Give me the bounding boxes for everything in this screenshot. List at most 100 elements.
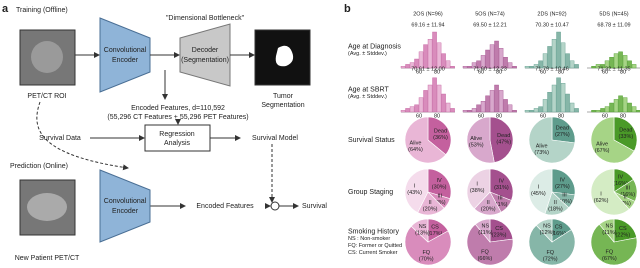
hist-bar <box>604 106 610 113</box>
pie-slice <box>474 218 491 243</box>
encoder <box>99 17 151 93</box>
hist-bar <box>467 109 472 113</box>
hist-bar <box>423 90 428 113</box>
slice-name: I <box>414 183 416 189</box>
slice-label: (18%) <box>548 206 563 212</box>
hist-bar <box>524 109 530 113</box>
group-title: 2DS (N=92) <box>537 11 566 17</box>
hist-bar <box>631 106 637 113</box>
hist-bar <box>595 64 601 69</box>
hist-bar <box>436 42 442 69</box>
hist-bar <box>441 93 446 113</box>
slice-name: FQ <box>481 249 489 255</box>
slice-name: Dead <box>556 125 569 131</box>
slice-label: (36%) <box>433 135 448 141</box>
hist-bar <box>529 109 534 113</box>
group-title: 5OS (N=74) <box>475 11 505 17</box>
hist-bar <box>423 44 428 69</box>
caption: Tumor <box>273 93 294 100</box>
hist-bar <box>538 106 543 113</box>
caption: PET/CT ROI <box>27 93 66 100</box>
hist-bar <box>485 49 490 69</box>
hist-bar <box>547 46 552 69</box>
encoder-label: Convolutional <box>104 198 147 205</box>
slice-label: (7%) <box>619 201 631 207</box>
stat-label: 71.32 ± 11.35 <box>597 66 630 72</box>
regression-label: Analysis <box>164 140 191 147</box>
hist-bar <box>494 40 499 69</box>
roi-tissue <box>31 41 63 73</box>
hist-bar <box>556 31 561 69</box>
hist-bar <box>476 104 481 113</box>
hist-bar <box>441 53 446 69</box>
hist-bar <box>480 55 486 69</box>
hist-bar <box>512 109 517 113</box>
x-tick-label: 60 <box>602 113 608 119</box>
hist-bar <box>533 64 539 69</box>
hist-bar <box>622 97 628 113</box>
slice-label: (67%) <box>602 256 617 262</box>
slice-name: CS <box>555 224 563 230</box>
caption: New Patient PET/CT <box>15 255 80 262</box>
slice-label: (47%) <box>496 140 511 146</box>
pie-slice <box>427 168 452 200</box>
hist-bar <box>591 65 596 69</box>
hist-bar <box>494 84 499 113</box>
slice-label: (53%) <box>469 142 484 148</box>
slice-label: (72%) <box>543 257 558 263</box>
hist-bar <box>432 31 437 69</box>
x-tick-label: 80 <box>434 69 440 75</box>
encoder-label: Encoder <box>112 208 139 215</box>
x-tick-label: 80 <box>620 113 626 119</box>
slice-name: III <box>438 194 443 200</box>
pie-slice <box>489 218 514 243</box>
hist-bar <box>600 64 605 69</box>
slice-name: NS <box>606 223 614 229</box>
hist-bar <box>529 65 534 69</box>
slice-label: (23%) <box>492 233 507 239</box>
slice-name: II <box>487 200 491 206</box>
slice-name: CS <box>431 225 439 231</box>
hist-bar <box>565 53 570 69</box>
hist-bar <box>480 100 486 113</box>
slice-label: (16%) <box>551 231 566 237</box>
slice-name: Dead <box>497 133 510 139</box>
hist-bar <box>476 60 481 69</box>
hist-bar <box>462 65 468 69</box>
slice-label: (16%) <box>613 181 628 187</box>
slice-label: (11%) <box>478 230 492 236</box>
slice-name: IV <box>436 178 442 184</box>
hist-bar <box>409 106 415 113</box>
stat-label: 71.79 ± 10.46 <box>535 66 569 72</box>
pie-slice <box>427 116 452 156</box>
hist-bar <box>560 42 566 69</box>
pie-slice <box>528 116 576 164</box>
caption: "Dimensional Bottleneck" <box>166 15 245 22</box>
slice-name: IV <box>618 174 624 180</box>
slice-name: Dead <box>434 129 447 135</box>
panel-label: a <box>2 3 9 15</box>
group-title: 2OS (N=96) <box>413 11 443 17</box>
slice-label: (64%) <box>408 147 423 153</box>
hist-bar <box>538 60 543 69</box>
decoder-label: (Segmentation) <box>181 57 229 64</box>
patient-tissue <box>27 193 67 221</box>
pie-slice <box>590 223 638 266</box>
pie-slice <box>466 168 491 210</box>
caption: Segmentation <box>261 102 304 109</box>
slice-label: (38%) <box>470 188 485 194</box>
hist-bar <box>560 82 566 113</box>
slice-name: II <box>554 200 558 206</box>
slice-name: NS <box>419 224 427 230</box>
hist-bar <box>498 90 504 113</box>
pie-slice <box>590 168 630 216</box>
pie-slice <box>404 225 452 266</box>
hist-bar <box>533 108 539 113</box>
slice-name: Dead <box>619 127 632 133</box>
pie-slice <box>551 168 576 196</box>
hist-bar <box>436 84 442 113</box>
regression-box <box>144 124 211 152</box>
slice-label: (67%) <box>595 148 610 154</box>
pie-slice <box>535 218 553 243</box>
